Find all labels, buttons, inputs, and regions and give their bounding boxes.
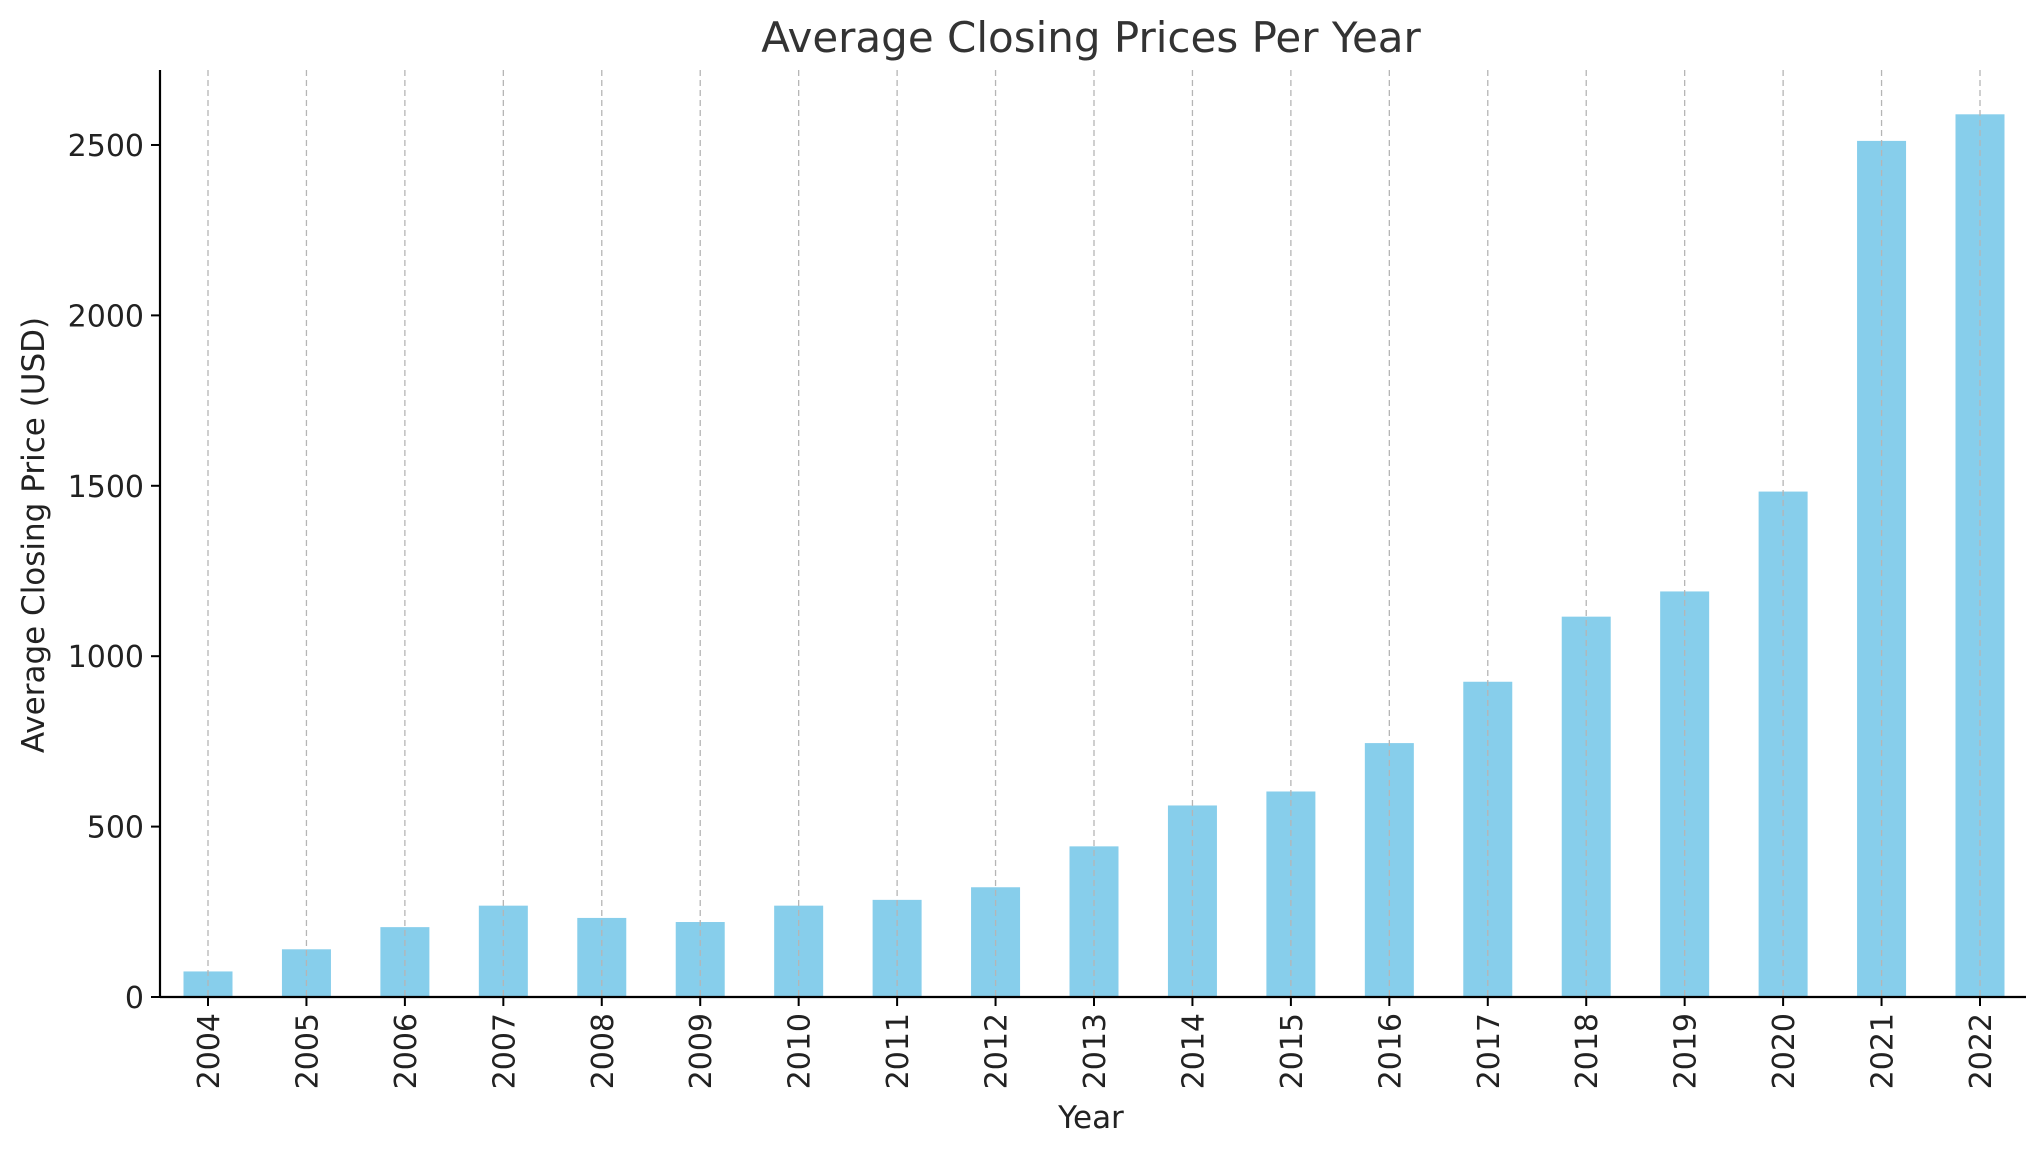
y-tick-label-2500: 2500 xyxy=(68,129,144,164)
bar-2021 xyxy=(1857,140,1907,997)
x-tick-label-2011: 2011 xyxy=(881,1013,916,1089)
x-tick-label-2017: 2017 xyxy=(1472,1013,1507,1089)
x-tick-label-2018: 2018 xyxy=(1570,1013,1605,1089)
x-tick-label-2015: 2015 xyxy=(1275,1013,1310,1089)
x-tick-label-2013: 2013 xyxy=(1078,1013,1113,1089)
x-tick-label-2021: 2021 xyxy=(1866,1013,1901,1089)
x-tick-label-2008: 2008 xyxy=(586,1013,621,1089)
gridlines xyxy=(207,70,1981,997)
y-tick-label-0: 0 xyxy=(125,981,144,1016)
y-tick-label-500: 500 xyxy=(87,811,144,846)
y-tick-label-1000: 1000 xyxy=(68,640,144,675)
x-tick-label-2007: 2007 xyxy=(487,1013,522,1089)
x-tick-label-2020: 2020 xyxy=(1767,1013,1802,1089)
x-tick-label-2010: 2010 xyxy=(783,1013,818,1089)
x-ticks: 2004 2005 2006 2007 2008 2009 2010 2011 2012 2013… xyxy=(192,997,1999,1089)
x-tick-label-2012: 2012 xyxy=(980,1013,1015,1089)
x-axis-label: Year xyxy=(1057,1100,1124,1136)
x-tick-label-2019: 2019 xyxy=(1669,1013,1704,1089)
x-tick-label-2009: 2009 xyxy=(684,1013,719,1089)
x-tick-label-2005: 2005 xyxy=(290,1013,325,1089)
y-tick-label-1500: 1500 xyxy=(68,470,144,505)
chart-title: Average Closing Prices Per Year xyxy=(761,13,1421,62)
x-tick-label-2014: 2014 xyxy=(1176,1013,1211,1089)
x-tick-label-2006: 2006 xyxy=(389,1013,424,1089)
x-tick-label-2004: 2004 xyxy=(192,1013,227,1089)
bar-2017 xyxy=(1463,681,1513,997)
y-tick-label-2000: 2000 xyxy=(68,299,144,334)
y-ticks: 0 500 1000 1500 2000 2500 xyxy=(68,129,160,1016)
x-tick-label-2016: 2016 xyxy=(1373,1013,1408,1089)
x-tick-label-2022: 2022 xyxy=(1964,1013,1999,1089)
y-axis-label: Average Closing Price (USD) xyxy=(16,317,52,753)
